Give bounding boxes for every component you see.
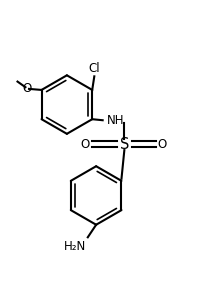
Text: Cl: Cl — [88, 62, 100, 75]
Text: NH: NH — [107, 114, 124, 127]
Text: O: O — [22, 83, 32, 95]
Text: H₂N: H₂N — [64, 240, 86, 253]
Text: O: O — [81, 138, 90, 151]
Text: S: S — [120, 137, 129, 152]
Text: O: O — [158, 138, 167, 151]
